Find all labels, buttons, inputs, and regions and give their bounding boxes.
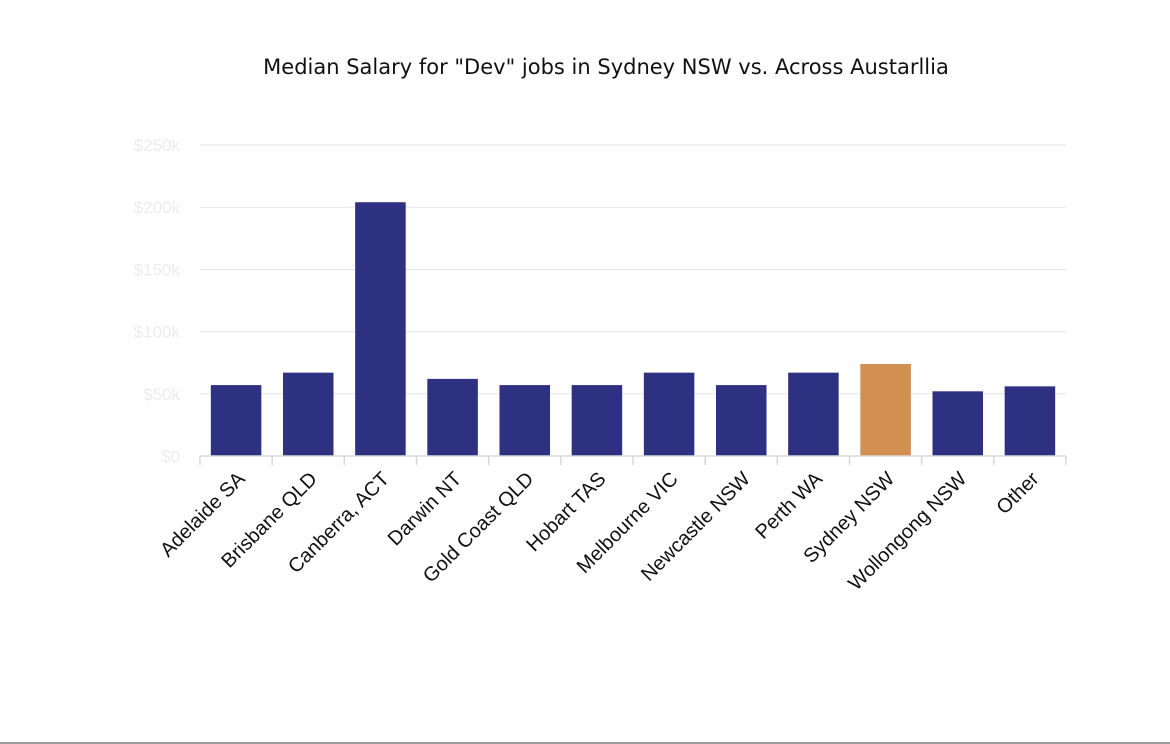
bar — [788, 372, 839, 456]
y-tick-label: $150k — [134, 260, 181, 279]
bar — [355, 202, 406, 456]
y-tick-label: $200k — [134, 198, 181, 217]
y-axis-ticks: $0 $50k $100k $150k $200k $250k — [134, 136, 181, 466]
bar — [643, 372, 695, 456]
x-tick-label: Perth WA — [751, 468, 827, 544]
gridlines — [200, 144, 1066, 395]
chart-title: Median Salary for "Dev" jobs in Sydney N… — [263, 55, 949, 79]
bottom-divider — [0, 742, 1170, 744]
bar — [571, 385, 623, 456]
bar — [860, 363, 911, 456]
y-tick-label: $50k — [143, 385, 180, 404]
bar — [715, 385, 767, 456]
y-tick-label: $100k — [134, 323, 181, 342]
y-tick-label: $250k — [134, 136, 181, 155]
bar — [210, 385, 262, 456]
x-tick-label: Other — [993, 468, 1044, 519]
y-tick-label: $0 — [161, 447, 180, 466]
bar — [932, 391, 984, 456]
bar — [1004, 386, 1056, 456]
bar — [499, 385, 551, 456]
bar — [427, 378, 478, 456]
bar — [282, 372, 334, 456]
bars — [210, 202, 1056, 456]
x-axis — [199, 455, 1067, 465]
